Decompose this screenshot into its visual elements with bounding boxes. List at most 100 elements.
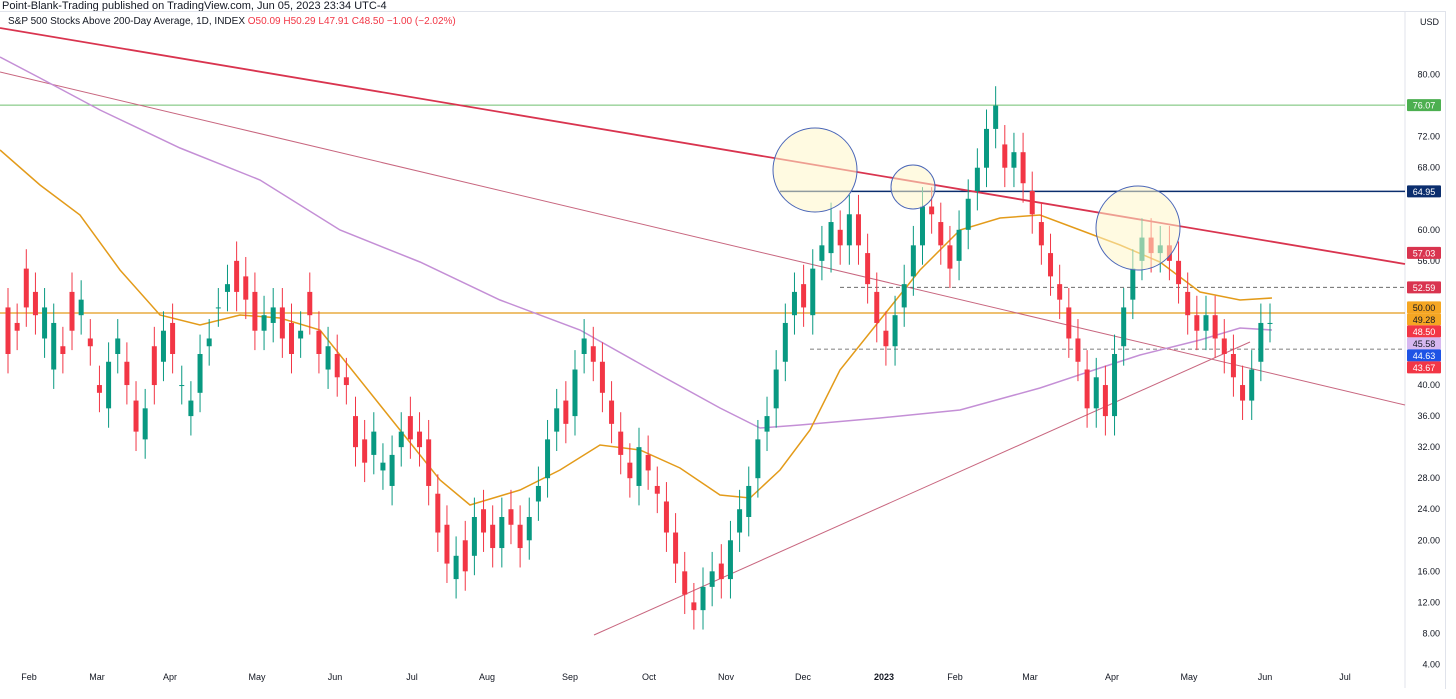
candle-body — [572, 369, 578, 417]
y-tick-label: 80.00 — [1417, 70, 1440, 80]
highlight-circle — [890, 164, 936, 210]
price-label-text: 48.50 — [1413, 327, 1436, 337]
candle-body — [965, 198, 971, 230]
y-tick-label: 72.00 — [1417, 132, 1440, 142]
candle-body — [1093, 377, 1099, 409]
candle-body — [910, 245, 916, 277]
candle-body — [590, 346, 596, 362]
candle-body — [87, 338, 93, 347]
candle-body — [51, 322, 57, 370]
candle-body — [947, 245, 953, 269]
low-value: L47.91 — [318, 16, 349, 27]
candle-body — [362, 439, 368, 463]
candle-body — [124, 361, 130, 386]
candle-body — [874, 291, 880, 323]
candle-body — [746, 485, 752, 517]
candle-body — [1066, 307, 1072, 339]
candle-body — [160, 330, 166, 362]
candle-body — [1075, 338, 1081, 362]
candle-body — [508, 509, 514, 525]
candle-body — [279, 307, 285, 339]
candle-body — [993, 105, 999, 129]
price-label-text: 57.03 — [1413, 248, 1436, 258]
price-label-text: 49.28 — [1413, 315, 1436, 325]
x-tick-label: Aug — [479, 672, 495, 682]
candle-body — [371, 431, 377, 455]
candle-body — [663, 501, 669, 533]
candle-body — [435, 493, 441, 533]
x-tick-label: Apr — [163, 672, 177, 682]
candle-body — [499, 517, 505, 549]
price-label-tag — [1407, 301, 1441, 314]
x-tick-label: Mar — [89, 672, 105, 682]
price-label-text: 64.95 — [1413, 187, 1436, 197]
candle-body — [481, 509, 487, 533]
currency-label: USD — [1420, 17, 1440, 27]
candle-body — [1121, 307, 1127, 347]
candle-body — [417, 431, 423, 448]
change-value: −1.00 (−2.02%) — [386, 16, 456, 27]
candle-body — [69, 291, 75, 331]
candle-body — [1249, 369, 1255, 401]
candle-body — [133, 400, 139, 432]
candle-body — [343, 377, 349, 386]
candle-body — [398, 431, 404, 448]
candle-body — [462, 540, 468, 572]
y-tick-label: 68.00 — [1417, 163, 1440, 173]
highlight-circle — [772, 127, 858, 213]
candle-body — [855, 214, 861, 246]
candle-body — [389, 454, 395, 486]
candle-body — [846, 214, 852, 246]
candle-body — [334, 354, 340, 378]
candle-body — [535, 485, 541, 502]
candle-body — [270, 307, 276, 323]
y-tick-label: 56.00 — [1417, 256, 1440, 266]
candle-body — [1057, 284, 1063, 300]
candle-body — [974, 167, 980, 191]
candle-body — [810, 268, 816, 316]
price-label-tag — [1407, 185, 1441, 198]
candle-body — [929, 206, 935, 215]
candle-body — [563, 400, 569, 424]
candle-body — [1185, 291, 1191, 316]
candle-body — [782, 322, 788, 362]
chart-frame[interactable] — [0, 11, 1446, 689]
price-label-text: 50.00 — [1413, 303, 1436, 313]
candle-body — [1176, 260, 1182, 285]
candle-body — [618, 431, 624, 455]
candle-body — [471, 517, 477, 556]
x-tick-label: Jun — [1258, 672, 1273, 682]
candle-body — [764, 416, 770, 432]
candle-body — [837, 229, 843, 246]
price-label-tag — [1407, 337, 1441, 350]
candle-body — [106, 361, 112, 409]
x-tick-label: Feb — [947, 672, 963, 682]
ma50-line — [0, 149, 1273, 506]
candle-body — [1194, 315, 1200, 331]
x-tick-label: Jul — [406, 672, 418, 682]
candle-body — [224, 284, 230, 292]
candle-body — [892, 315, 898, 347]
candle-body — [1029, 191, 1035, 215]
candle-body — [490, 524, 496, 549]
x-tick-label: Oct — [642, 672, 657, 682]
candle-body — [545, 439, 551, 479]
candle-body — [645, 454, 651, 471]
candle-body — [407, 416, 413, 440]
candle-body — [581, 338, 587, 354]
candle-body — [1267, 322, 1273, 324]
candle-body — [170, 322, 176, 354]
candle-body — [636, 447, 642, 486]
candle-body — [215, 307, 221, 309]
candle-body — [627, 462, 633, 479]
x-tick-label: Dec — [795, 672, 812, 682]
symbol-legend[interactable]: S&P 500 Stocks Above 200-Day Average, 1D… — [8, 16, 456, 27]
candle-body — [32, 291, 38, 316]
candle-body — [773, 369, 779, 409]
candle-body — [883, 330, 889, 347]
x-tick-label: Jul — [1339, 672, 1351, 682]
candle-body — [1038, 222, 1044, 246]
candle-body — [179, 385, 185, 387]
candle-body — [380, 462, 386, 471]
